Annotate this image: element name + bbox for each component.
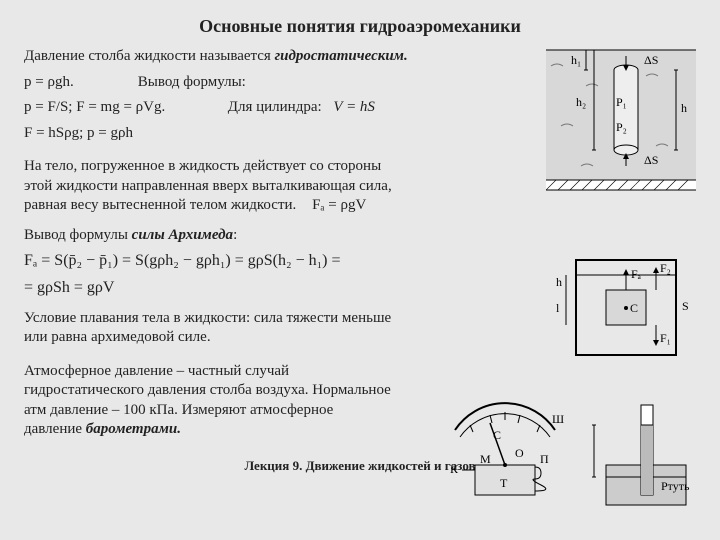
formula-fa: Fₐ = ρgV xyxy=(312,197,366,213)
p1-label: P₁ xyxy=(616,95,627,109)
h-label: h xyxy=(681,101,687,115)
para-3: Вывод формулы силы Архимеда: xyxy=(24,226,696,246)
o-label: О xyxy=(515,446,524,460)
p5a: Атмосферное давление – частный случай ги… xyxy=(24,363,391,438)
para-2: На тело, погруженное в жидкость действуе… xyxy=(24,157,394,216)
hh-label: h xyxy=(556,275,562,289)
s2-label: С xyxy=(493,428,501,442)
formula-v-hs: V = hS xyxy=(333,99,375,115)
h2-label: h₂ xyxy=(576,95,586,109)
para-4: Условие плавания тела в жидкости: сила т… xyxy=(24,309,394,348)
l-label: l xyxy=(556,301,560,315)
ds-bot: ΔS xyxy=(644,153,658,167)
formula-p-rho-g-h: p = ρgh. xyxy=(24,73,134,93)
k-label: К xyxy=(450,462,459,476)
f2-label: F₂ xyxy=(660,261,671,275)
fa-label: Fₐ xyxy=(631,267,642,281)
h1-label: h₁ xyxy=(571,53,581,67)
diagram-archimedes: C Fₐ F₁ F₂ h l S xyxy=(556,250,696,375)
m-label: М xyxy=(480,452,491,466)
f1-label: F₁ xyxy=(660,331,671,345)
p2-label: P₂ xyxy=(616,120,627,134)
p3b: силы Архимеда xyxy=(132,227,233,243)
s-label: S xyxy=(682,299,689,313)
c-label: C xyxy=(630,301,638,315)
diagram-barometer-aneroid: Ш С К М Т О П xyxy=(440,395,570,510)
sh-label: Ш xyxy=(552,412,564,426)
page-title: Основные понятия гидроаэромеханики xyxy=(24,16,696,37)
mercury-label: Ртуть xyxy=(661,479,690,493)
p1-text: Давление столба жидкости называется xyxy=(24,48,275,64)
p1-em: гидростатическим. xyxy=(275,48,408,64)
p3a: Вывод формулы xyxy=(24,227,132,243)
para-5: Атмосферное давление – частный случай ги… xyxy=(24,362,394,440)
t-label: Т xyxy=(500,476,508,490)
diagram-barometer-mercury: Ртуть xyxy=(586,395,696,520)
text-vyvod: Вывод формулы: xyxy=(138,74,246,90)
diagram-hydrostatic: h₁ h₂ h ΔS ΔS P₁ P₂ xyxy=(546,36,696,201)
formula-f2: p = F/S; F = mg = ρVg. xyxy=(24,98,224,118)
ds-top: ΔS xyxy=(644,53,658,67)
text-cylinder: Для цилиндра: xyxy=(228,99,322,115)
p5b: барометрами. xyxy=(86,421,181,437)
p-label: П xyxy=(540,452,549,466)
